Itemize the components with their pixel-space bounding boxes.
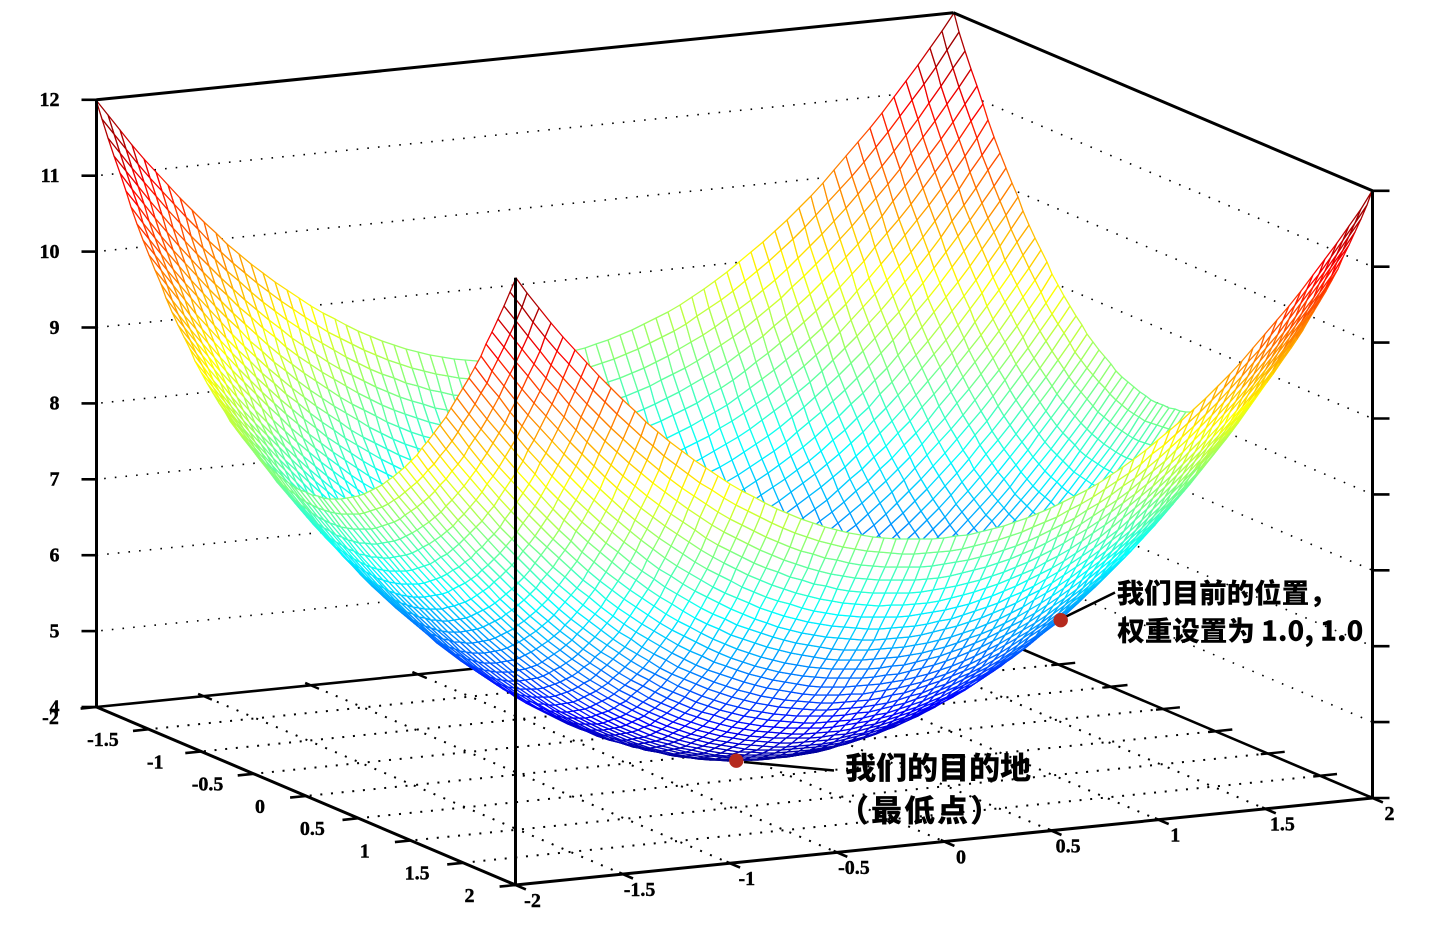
- svg-text:0.5: 0.5: [300, 818, 325, 840]
- svg-text:7: 7: [50, 469, 60, 491]
- svg-text:-1: -1: [738, 868, 755, 890]
- svg-text:-1.5: -1.5: [624, 879, 656, 901]
- svg-text:-1: -1: [147, 751, 164, 773]
- svg-text:2: 2: [1385, 803, 1395, 825]
- svg-text:0.5: 0.5: [1056, 835, 1081, 857]
- svg-text:0: 0: [956, 846, 966, 868]
- svg-text:6: 6: [50, 545, 60, 567]
- svg-text:-2: -2: [524, 890, 541, 912]
- svg-text:2: 2: [465, 885, 475, 907]
- svg-text:1.5: 1.5: [1270, 814, 1295, 836]
- svg-text:11: 11: [41, 165, 60, 187]
- svg-text:5: 5: [50, 620, 60, 642]
- svg-text:-0.5: -0.5: [838, 857, 870, 879]
- svg-text:1.5: 1.5: [405, 863, 430, 885]
- svg-text:-2: -2: [42, 707, 59, 729]
- svg-text:4: 4: [50, 696, 60, 718]
- svg-text:10: 10: [40, 241, 60, 263]
- svg-text:8: 8: [50, 393, 60, 415]
- svg-text:1: 1: [360, 840, 370, 862]
- svg-text:0: 0: [255, 796, 265, 818]
- svg-text:-1.5: -1.5: [87, 729, 119, 751]
- svg-text:1: 1: [1170, 825, 1180, 847]
- svg-text:-0.5: -0.5: [192, 774, 224, 796]
- svg-text:9: 9: [50, 317, 60, 339]
- svg-text:12: 12: [40, 89, 60, 111]
